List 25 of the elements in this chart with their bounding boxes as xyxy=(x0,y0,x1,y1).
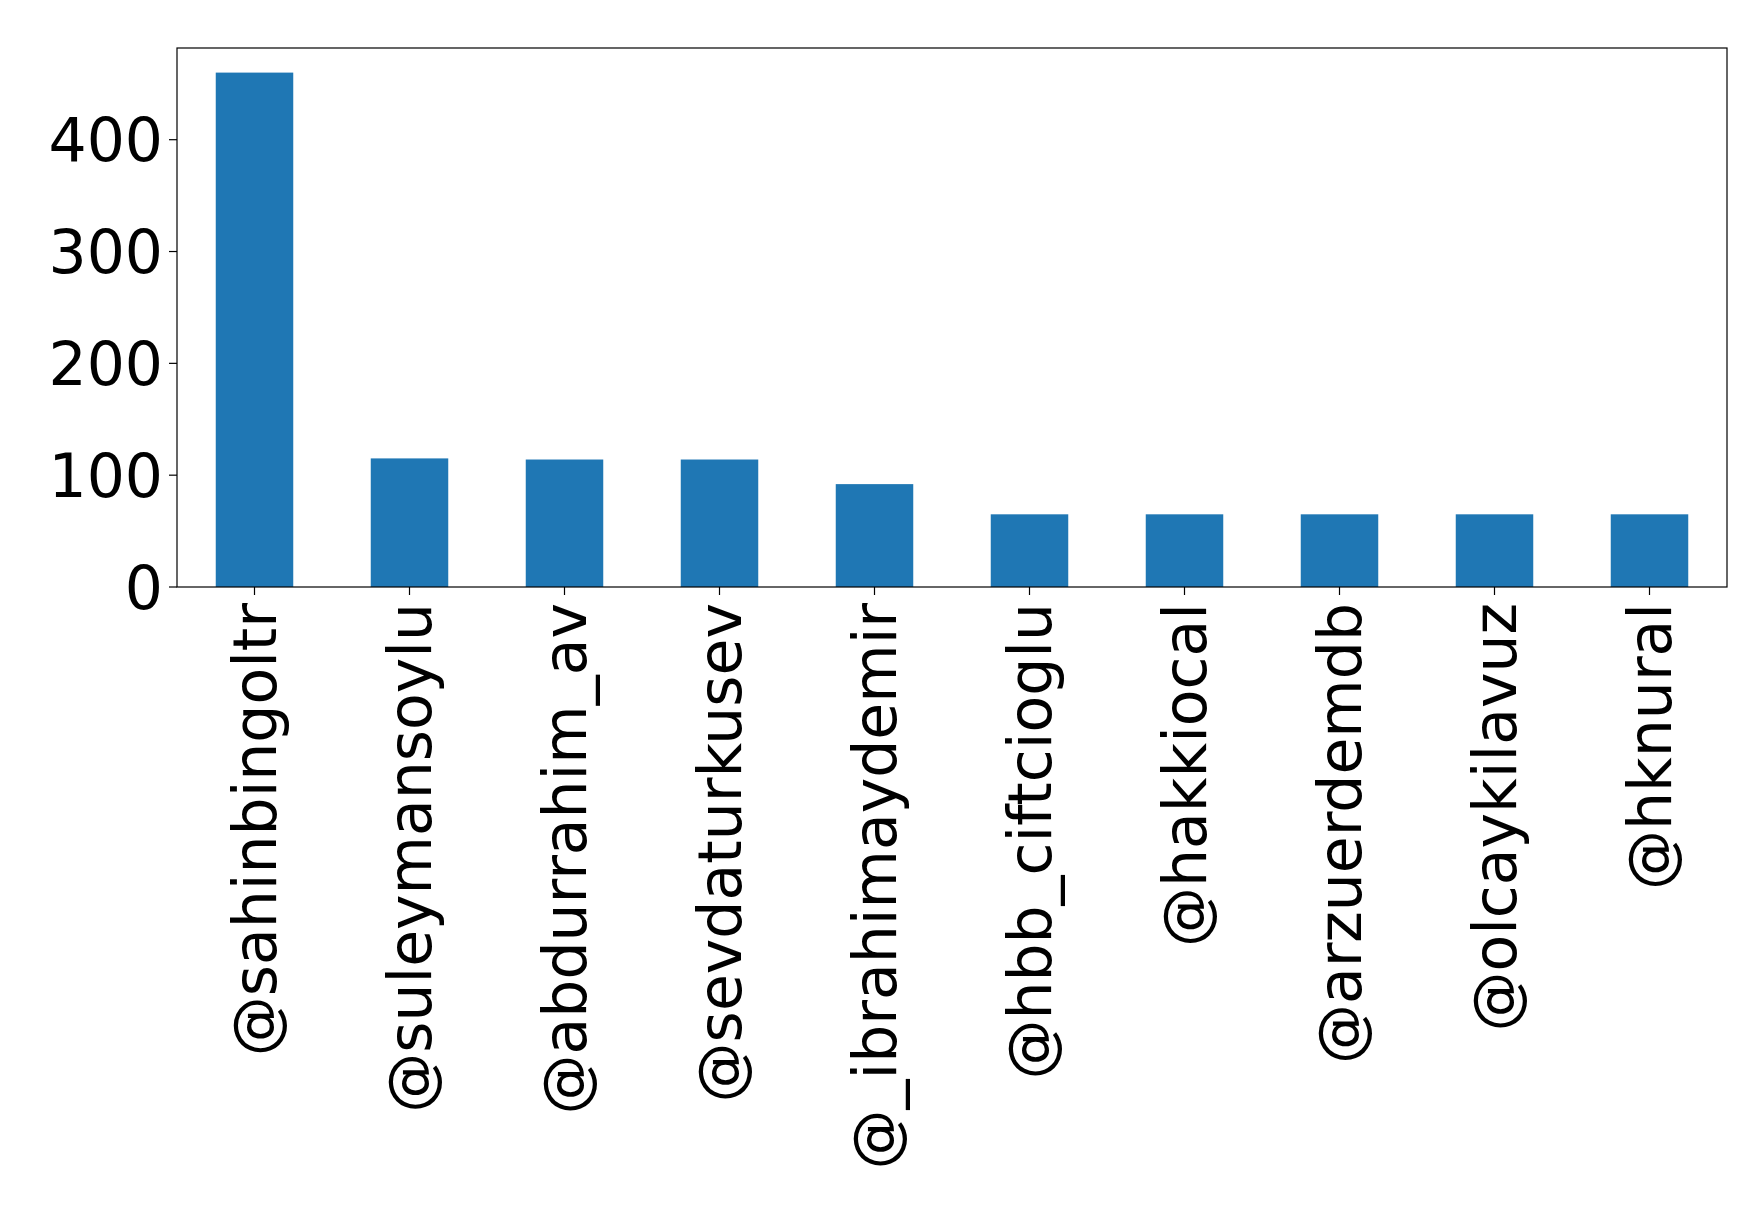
x-tick-label: @olcaykilavuz xyxy=(1460,603,1531,1032)
x-tick-label: @suleymansoylu xyxy=(375,603,446,1113)
bar xyxy=(835,484,914,587)
y-tick-label: 200 xyxy=(48,328,163,399)
x-tick-label: @abdurrahim_av xyxy=(530,603,601,1115)
x-tick-label: @hbb_ciftcioglu xyxy=(995,603,1066,1080)
x-tick-label: @arzuerdemdb xyxy=(1305,603,1376,1065)
y-tick-label: 300 xyxy=(48,217,163,288)
bar xyxy=(215,72,294,587)
bar xyxy=(990,514,1069,587)
x-tick-label: @hknural xyxy=(1615,603,1686,890)
bar xyxy=(370,458,449,587)
bar xyxy=(1145,514,1224,587)
bar xyxy=(1455,514,1534,587)
bar xyxy=(680,459,759,587)
x-tick-label: @_ibrahimaydemir xyxy=(840,602,911,1170)
y-tick-label: 400 xyxy=(48,105,163,176)
x-tick-label: @sahinbingoltr xyxy=(220,602,291,1057)
x-tick-label: @sevdaturkusev xyxy=(685,603,756,1103)
y-tick-label: 0 xyxy=(124,552,163,623)
bar xyxy=(525,459,604,587)
y-tick-label: 100 xyxy=(48,440,163,511)
bar xyxy=(1300,514,1379,587)
x-tick-label: @hakkiocal xyxy=(1150,603,1221,948)
bar xyxy=(1610,514,1689,587)
